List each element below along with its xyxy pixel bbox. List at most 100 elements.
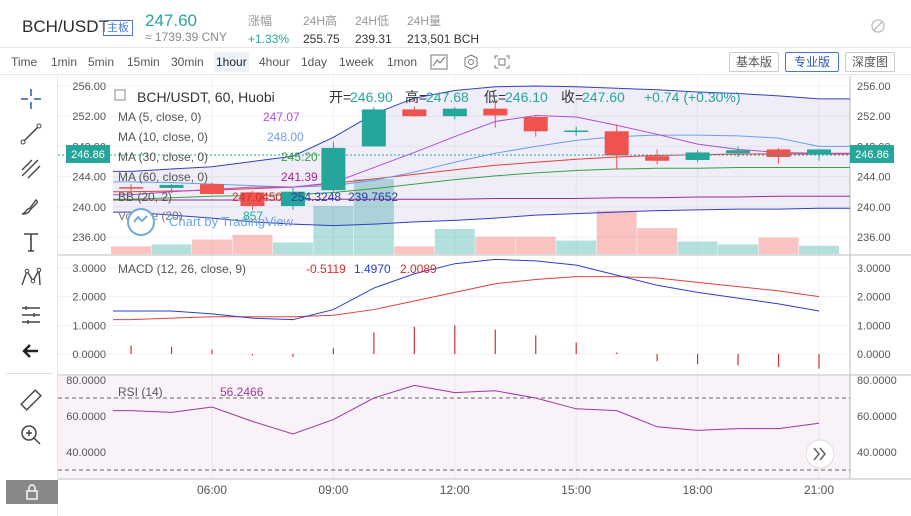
screenshot-icon[interactable]: [492, 53, 512, 71]
brush-icon[interactable]: [18, 193, 44, 219]
interval-toolbar: Time 1min 5min 15min 30min 1hour 4hour 1…: [0, 49, 911, 75]
pair-title: BCH/USDT: [22, 17, 109, 36]
collapse-legend-icon[interactable]: [114, 89, 126, 101]
ma10-label: MA (10, close, 0): [118, 130, 208, 144]
rsi-axis-label-right: 80.0000: [857, 375, 897, 387]
ma60-value: 241.39: [281, 170, 318, 184]
legend-low: 246.10: [505, 89, 548, 105]
depth-chart-button[interactable]: 深度图: [845, 52, 895, 72]
candles: [119, 101, 831, 210]
price-axis-label-right: 244.00: [857, 172, 891, 184]
macd-axis-label-left: 0.0000: [72, 349, 106, 361]
ruler-icon[interactable]: [18, 387, 44, 413]
crosshair-icon[interactable]: [18, 86, 44, 112]
price-axis-label-right: 256.00: [857, 81, 891, 93]
rsi-line: [113, 384, 820, 435]
volume-bar: [758, 237, 799, 254]
text-icon[interactable]: [18, 229, 44, 255]
candle-body: [321, 147, 346, 191]
volume-bar: [232, 234, 273, 254]
volume-bar: [718, 244, 759, 254]
cny-price: ≈ 1739.39 CNY: [145, 30, 227, 44]
tf-1hour[interactable]: 1hour: [214, 52, 249, 72]
price-axis-label-left: 244.00: [72, 172, 106, 184]
tf-time[interactable]: Time: [11, 55, 38, 69]
price-axis-label-right: 236.00: [857, 232, 891, 244]
candle-body: [685, 152, 710, 160]
volume-value: 857: [243, 209, 263, 223]
legend-change: +0.74 (+0.30%): [644, 89, 741, 105]
volume-bar: [637, 228, 678, 254]
main-legend: BCH/USDT, 60, Huobi 开= 246.90 高= 247.68 …: [114, 89, 741, 236]
tf-5min[interactable]: 5min: [88, 55, 115, 69]
fib-icon[interactable]: [18, 156, 44, 182]
trend-line-icon[interactable]: [18, 121, 44, 147]
macd-axis-label-left: 3.0000: [72, 263, 106, 275]
macd-axis-label-right: 1.0000: [857, 320, 891, 332]
rsi-value: 56.2466: [220, 385, 264, 399]
price-tag-right: 246.86: [850, 145, 894, 163]
volume-bar: [353, 179, 394, 254]
time-axis-label: 12:00: [440, 483, 470, 497]
candle-body: [645, 156, 670, 161]
candle-body: [523, 116, 548, 132]
stat-24h-high: 24H高 255.75: [303, 14, 340, 46]
volume-bar: [556, 240, 597, 254]
macd-pane: [113, 258, 820, 369]
tf-15min[interactable]: 15min: [127, 55, 160, 69]
ma60-label: MA (60, close, 0): [118, 170, 208, 184]
basic-view-button[interactable]: 基本版: [729, 52, 779, 72]
ma30-value: 245.20: [281, 150, 318, 164]
rsi-axis-label-left: 40.0000: [66, 447, 106, 459]
macd-axis-label-right: 3.0000: [857, 263, 891, 275]
hide-eye-icon[interactable]: [870, 18, 886, 34]
tf-1min[interactable]: 1min: [51, 55, 78, 69]
svg-text:246.86: 246.86: [855, 149, 889, 161]
ma30-label: MA (30, close, 0): [118, 150, 208, 164]
tf-1day[interactable]: 1day: [301, 55, 328, 69]
rsi-pane-bg: [58, 376, 850, 478]
volume-bar: [515, 236, 556, 254]
pro-view-button[interactable]: 专业版: [785, 52, 839, 72]
legend-open-label: 开=: [329, 89, 351, 105]
bb-upper-value: 254.3248: [291, 190, 341, 204]
rsi-axis-label-right: 40.0000: [857, 447, 897, 459]
volume-bar: [313, 205, 354, 254]
candle-body: [442, 108, 467, 117]
bb-upper-line: [113, 85, 850, 172]
legend-close: 247.60: [582, 89, 625, 105]
rsi-label: RSI (14): [118, 385, 163, 399]
tf-30min[interactable]: 30min: [171, 55, 204, 69]
macd-axis-label-left: 2.0000: [72, 292, 106, 304]
macd-line: [113, 258, 820, 321]
rsi-legend: RSI (14) 56.2466: [118, 385, 264, 399]
measure-lines-icon[interactable]: [18, 302, 44, 328]
zoom-in-icon[interactable]: [18, 422, 44, 448]
lock-icon: [26, 484, 38, 500]
macd-hist-value: -0.5119: [306, 262, 346, 276]
tf-4hour[interactable]: 4hour: [259, 55, 290, 69]
ma5-value: 247.07: [263, 110, 300, 124]
volume-bar: [151, 244, 192, 254]
pattern-icon[interactable]: [18, 265, 44, 291]
chart-style-icon[interactable]: [429, 53, 449, 71]
candle-body: [200, 184, 224, 194]
back-arrow-icon[interactable]: [18, 338, 44, 364]
price-axis-label-left: 256.00: [72, 81, 106, 93]
lock-button[interactable]: [6, 480, 58, 504]
price-chart[interactable]: 06:00 09:00 12:00 15:00 18:00 21:00 256.00 256.…: [58, 76, 911, 516]
candle-body: [240, 192, 265, 207]
volume-bar: [394, 246, 435, 254]
time-axis-label: 21:00: [804, 483, 834, 497]
rsi-axis-label-right: 60.0000: [857, 411, 897, 423]
scroll-to-latest-button[interactable]: [805, 439, 835, 469]
volume-bars: [111, 179, 839, 254]
tf-1mon[interactable]: 1mon: [387, 55, 418, 69]
ma30-line: [113, 167, 850, 200]
legend-high: 247.68: [426, 89, 469, 105]
candle-body: [402, 109, 427, 117]
price-axis-label-right: 240.00: [857, 202, 891, 214]
settings-gear-icon[interactable]: [461, 53, 481, 71]
candle-body: [361, 109, 386, 147]
tf-1week[interactable]: 1week: [339, 55, 374, 69]
